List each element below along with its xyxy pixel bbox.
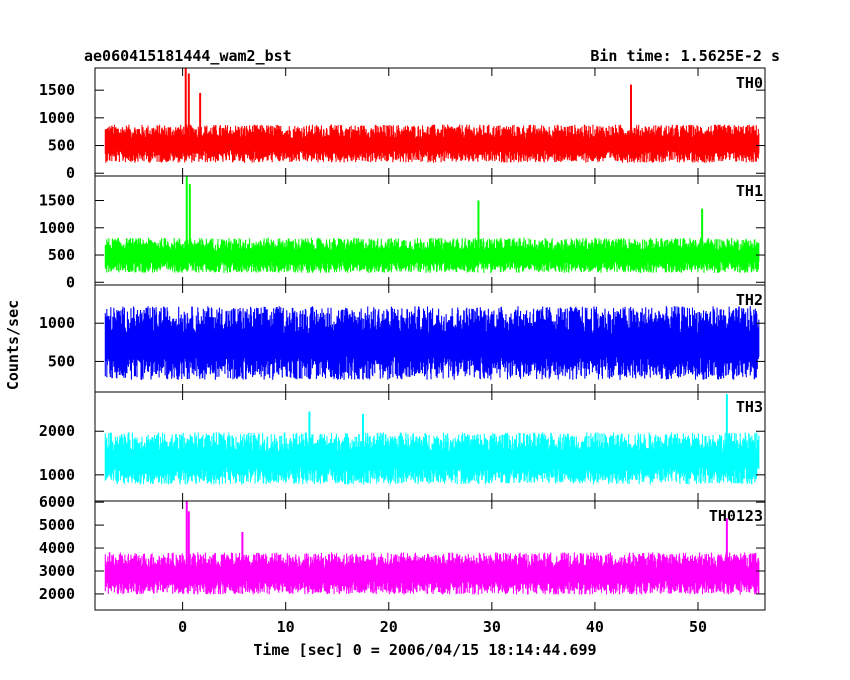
x-tick-label: 30 xyxy=(483,618,501,636)
panel-th0123: 2000 3000 4000 5000 6000 TH0123 xyxy=(39,493,766,611)
series-th3-trace xyxy=(104,432,760,485)
y-axis-label: Counts/sec xyxy=(4,300,22,390)
panel-name-label: TH2 xyxy=(736,291,763,309)
y-tick-label: 0 xyxy=(66,164,75,182)
y-tick-label: 1500 xyxy=(39,192,75,210)
bin-time-label: Bin time: 1.5625E-2 s xyxy=(590,47,780,65)
y-tick-label: 4000 xyxy=(39,539,75,557)
panel-frame xyxy=(94,500,766,611)
x-tick-label: 50 xyxy=(689,618,707,636)
series-th0123-trace xyxy=(104,552,760,595)
y-tick-label: 0 xyxy=(66,273,75,291)
series-th1-trace xyxy=(104,237,760,273)
chart-title: ae060415181444_wam2_bst xyxy=(84,47,292,65)
panel-name-label: TH3 xyxy=(736,398,763,416)
series-th2-trace xyxy=(104,306,760,380)
panel-name-label: TH0123 xyxy=(709,507,763,525)
x-axis-label: Time [sec] 0 = 2006/04/15 18:14:44.699 xyxy=(253,641,596,659)
panel-th0: 0 500 1000 1500 TH0 xyxy=(39,67,766,182)
x-tick-label: 40 xyxy=(586,618,604,636)
y-tick-label: 6000 xyxy=(39,493,75,511)
y-tick-label: 2000 xyxy=(39,422,75,440)
panel-th2: 500 1000 TH2 xyxy=(39,284,766,393)
y-tick-label: 500 xyxy=(48,352,75,370)
x-tick-label: 10 xyxy=(277,618,295,636)
y-tick-label: 5000 xyxy=(39,516,75,534)
series-th0-trace xyxy=(104,124,760,163)
y-tick-label: 1000 xyxy=(39,219,75,237)
x-tick-label: 0 xyxy=(178,618,187,636)
panel-name-label: TH0 xyxy=(736,74,763,92)
x-tick-label: 20 xyxy=(380,618,398,636)
y-tick-label: 3000 xyxy=(39,562,75,580)
y-tick-label: 2000 xyxy=(39,585,75,603)
y-tick-label: 500 xyxy=(48,246,75,264)
y-tick-label: 1000 xyxy=(39,466,75,484)
panel-th3: 1000 2000 TH3 xyxy=(39,391,766,502)
panel-name-label: TH1 xyxy=(736,182,763,200)
y-tick-label: 1000 xyxy=(39,109,75,127)
y-tick-label: 1000 xyxy=(39,314,75,332)
panel-th1: 0 500 1000 1500 TH1 xyxy=(39,175,766,291)
y-tick-label: 1500 xyxy=(39,81,75,99)
y-tick-label: 500 xyxy=(48,137,75,155)
